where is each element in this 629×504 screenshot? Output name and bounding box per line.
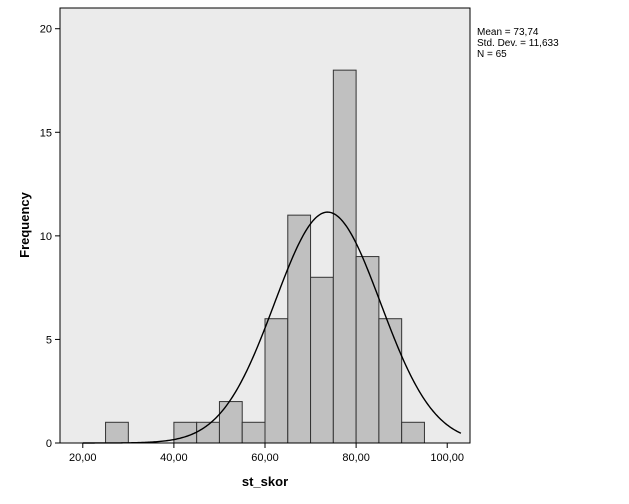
y-tick-label: 20 xyxy=(40,24,52,36)
x-tick-label: 80,00 xyxy=(342,452,370,464)
y-axis-ticks: 0 5 10 15 20 xyxy=(40,24,60,450)
stats-n: N = 65 xyxy=(477,49,507,60)
histogram-bar xyxy=(355,256,380,444)
x-axis-title: st_skor xyxy=(242,474,288,489)
histogram-bar xyxy=(264,318,289,444)
x-tick-label: 100,00 xyxy=(430,452,464,464)
histogram-bar xyxy=(241,421,266,444)
y-tick-label: 0 xyxy=(46,438,52,450)
y-tick-label: 15 xyxy=(40,127,52,139)
x-tick-label: 20,00 xyxy=(69,452,97,464)
y-tick-label: 10 xyxy=(40,231,52,243)
normal-curve xyxy=(82,211,462,444)
histogram-bar xyxy=(401,421,425,444)
histogram-bar xyxy=(378,318,403,444)
y-axis-title: Frequency xyxy=(17,191,32,258)
y-tick-label: 5 xyxy=(46,334,52,346)
stats-std-dev: Std. Dev. = 11,633 xyxy=(477,38,559,49)
stats-mean: Mean = 73,74 xyxy=(477,27,539,38)
stats-box: Mean = 73,74 Std. Dev. = 11,633 N = 65 xyxy=(477,27,559,60)
histogram-bar xyxy=(287,214,312,444)
x-tick-label: 40,00 xyxy=(160,452,188,464)
histogram-bar xyxy=(332,69,357,444)
histogram-bar xyxy=(173,421,198,444)
x-tick-label: 60,00 xyxy=(251,452,279,464)
x-axis-ticks: 20,00 40,00 60,00 80,00 100,00 xyxy=(69,443,464,464)
bars-group xyxy=(105,69,425,444)
histogram-bar xyxy=(218,401,243,444)
histogram-bar xyxy=(310,276,334,444)
histogram-bar xyxy=(105,421,129,444)
